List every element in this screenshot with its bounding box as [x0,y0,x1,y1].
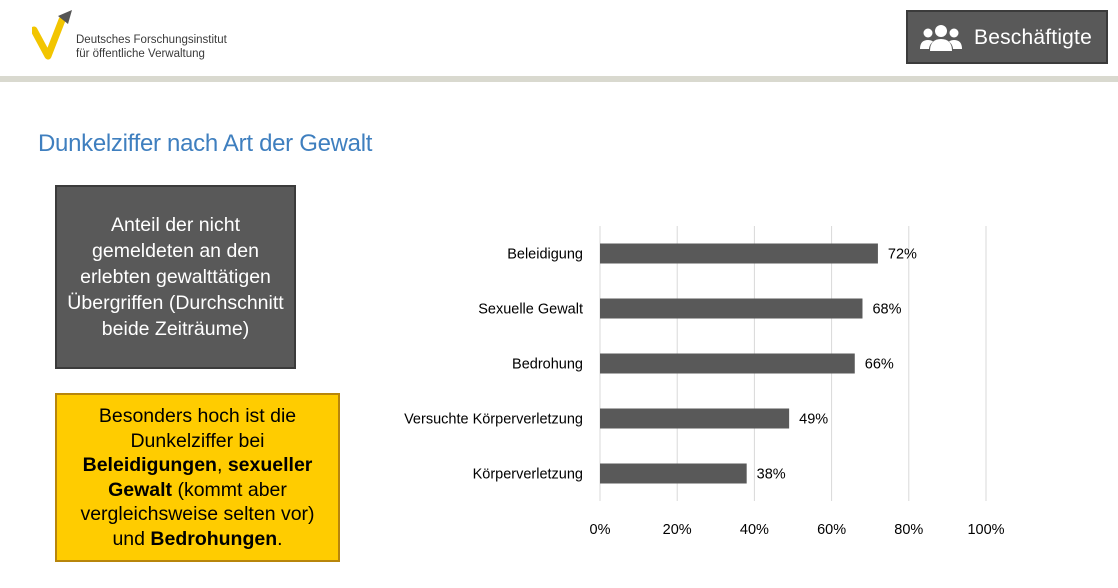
chart-description-text: Anteil der nicht gemeldeten an den erleb… [67,214,284,340]
finding-part-4: . [277,527,283,550]
finding-part-2: , [216,454,228,476]
category-label: Beleidigung [507,247,583,263]
employees-badge[interactable]: Beschäftigte [906,10,1108,64]
finding-part-1: Besonders hoch ist die Dunkelziffer bei [98,405,297,452]
category-label: Bedrohung [512,357,583,373]
category-label: Versuchte Körperverletzung [404,412,583,428]
category-label: Körperverletzung [473,467,583,483]
x-tick-label: 60% [817,522,846,538]
bar-chart: 0% 20% 40% 60% 80% 100% Beleidigung 72% Sexuelle… [404,226,1005,538]
x-tick-label: 20% [663,522,692,538]
value-label: 38% [757,467,786,483]
bar [600,243,878,264]
bar [600,463,747,484]
people-icon [920,25,962,51]
badge-label: Beschäftigte [974,26,1092,49]
logo-check-icon [32,10,72,60]
x-tick-label: 80% [894,522,923,538]
page-title: Dunkelziffer nach Art der Gewalt [38,130,373,157]
chart-description-box: Anteil der nicht gemeldeten an den erleb… [55,185,296,369]
bar [600,298,863,319]
logo-line-2: für öffentliche Verwaltung [76,48,205,60]
value-label: 68% [872,302,901,318]
key-finding-text: Besonders hoch ist die Dunkelziffer bei … [65,404,330,551]
dfoev-logo[interactable]: Deutsches Forschungsinstitut für öffentl… [32,8,252,68]
finding-bold-2: sexueller Gewalt [108,454,313,501]
logo-text: Deutsches Forschungsinstitut für öffentl… [76,33,227,61]
x-tick-label: 0% [590,522,611,538]
bar [600,353,855,374]
header-bar: Deutsches Forschungsinstitut für öffentl… [0,0,1118,78]
value-label: 72% [888,247,917,263]
header-divider [0,76,1118,82]
x-tick-label: 40% [740,522,769,538]
logo-line-1: Deutsches Forschungsinstitut [76,34,227,46]
value-label: 66% [865,357,894,373]
finding-bold-3: Bedrohungen [150,527,278,550]
bar [600,408,790,429]
x-tick-label: 100% [967,522,1004,538]
value-label: 49% [799,412,828,428]
key-finding-box: Besonders hoch ist die Dunkelziffer bei … [55,393,340,562]
finding-part-3: (kommt aber vergleichsweise selten vor) … [80,478,315,550]
category-label: Sexuelle Gewalt [478,302,583,318]
finding-bold-1: Beleidigungen [82,454,217,476]
